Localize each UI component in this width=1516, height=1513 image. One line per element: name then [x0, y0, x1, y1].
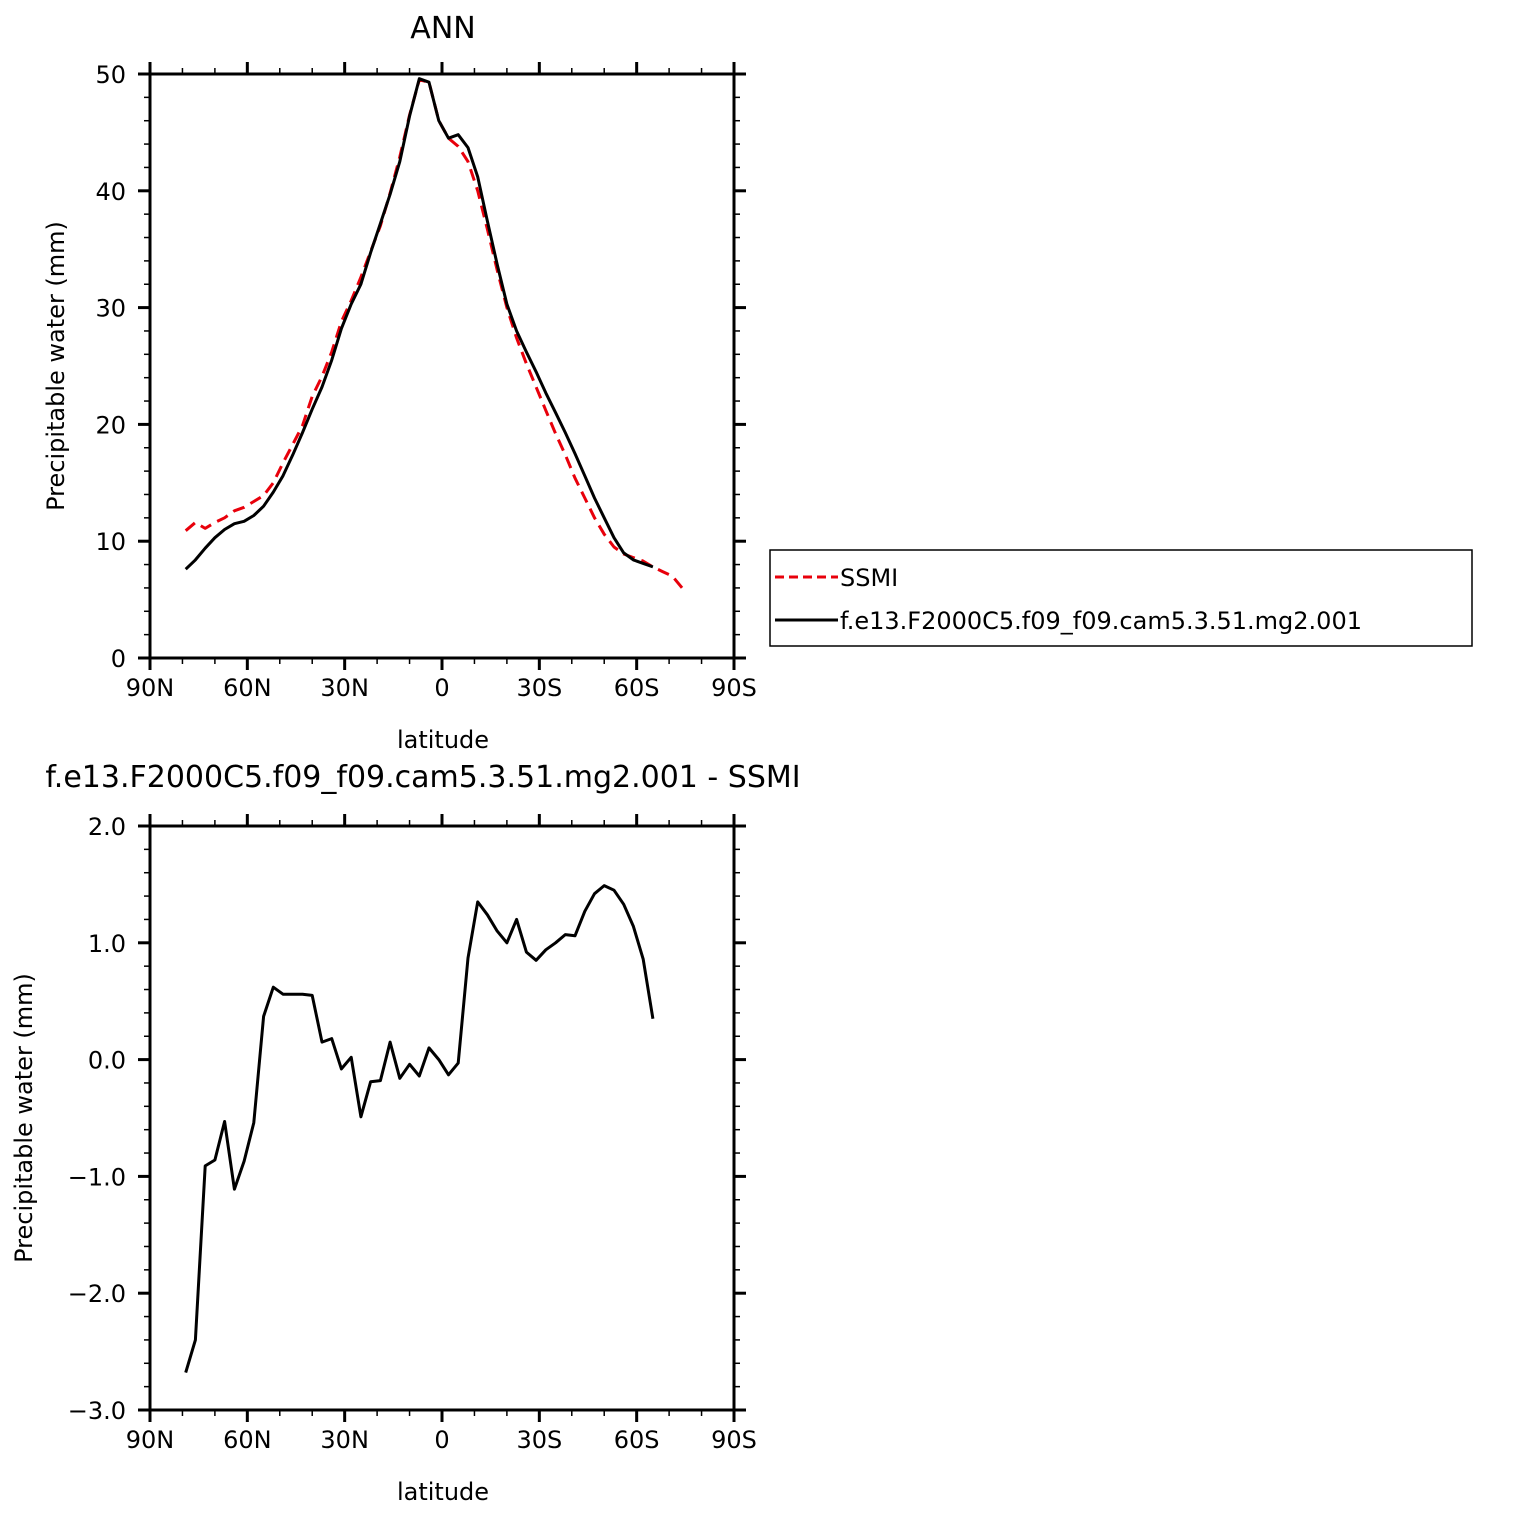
- x-tick-label: 60N: [223, 1426, 272, 1454]
- legend-label-model: f.e13.F2000C5.f09_f09.cam5.3.51.mg2.001: [840, 607, 1362, 635]
- x-tick-label: 30S: [516, 1426, 562, 1454]
- top-y-tick-labels: 0 10 20 30 40 50: [95, 61, 126, 673]
- bottom-x-tick-labels: 90N 60N 30N 0 30S 60S 90S: [126, 1426, 757, 1454]
- bottom-series-lines: [184, 884, 655, 1374]
- y-tick-label: 0: [111, 645, 126, 673]
- x-tick-label: 90S: [711, 674, 757, 702]
- y-tick-label: −1.0: [68, 1163, 126, 1191]
- bottom-chart-title: f.e13.F2000C5.f09_f09.cam5.3.51.mg2.001 …: [45, 760, 800, 795]
- top-series-lines: [184, 77, 684, 589]
- legend: SSMI f.e13.F2000C5.f09_f09.cam5.3.51.mg2…: [769, 549, 1473, 647]
- y-tick-label: 40: [95, 178, 126, 206]
- y-tick-label: 0.0: [88, 1047, 126, 1075]
- bottom-panel: f.e13.F2000C5.f09_f09.cam5.3.51.mg2.001 …: [10, 760, 801, 1506]
- top-panel: ANN 90N 60N 30N 0 30S 60S 90S 0 10 20 30 40 50 lati…: [42, 11, 1473, 754]
- x-tick-label: 0: [434, 674, 449, 702]
- top-series-line-model: [184, 77, 654, 571]
- y-tick-label: 50: [95, 61, 126, 89]
- top-tick-marks: [138, 62, 746, 670]
- x-tick-label: 60N: [223, 674, 272, 702]
- y-tick-label: 30: [95, 295, 126, 323]
- y-tick-label: −3.0: [68, 1397, 126, 1425]
- top-x-axis-title: latitude: [397, 726, 489, 754]
- top-chart-title: ANN: [410, 11, 475, 46]
- bottom-plot-frame: [148, 824, 736, 1412]
- x-tick-label: 90N: [126, 1426, 175, 1454]
- x-tick-label: 30S: [516, 674, 562, 702]
- legend-box: [769, 549, 1473, 647]
- bottom-y-tick-labels: 2.0 1.0 0.0 −1.0 −2.0 −3.0: [68, 813, 126, 1425]
- x-tick-label: 30N: [320, 1426, 369, 1454]
- x-tick-label: 90S: [711, 1426, 757, 1454]
- y-tick-label: 1.0: [88, 930, 126, 958]
- y-tick-label: 10: [95, 528, 126, 556]
- y-tick-label: 2.0: [88, 813, 126, 841]
- top-y-axis-title: Precipitable water (mm): [42, 221, 70, 511]
- y-tick-label: 20: [95, 411, 126, 439]
- x-tick-label: 60S: [614, 674, 660, 702]
- top-x-tick-labels: 90N 60N 30N 0 30S 60S 90S: [126, 674, 757, 702]
- top-series-line-ssmi: [184, 78, 684, 589]
- legend-label-ssmi: SSMI: [840, 564, 898, 592]
- x-tick-label: 0: [434, 1426, 449, 1454]
- x-tick-label: 90N: [126, 674, 175, 702]
- bottom-y-axis-title: Precipitable water (mm): [10, 973, 38, 1263]
- x-tick-label: 60S: [614, 1426, 660, 1454]
- bottom-series-line-difference: [184, 884, 655, 1374]
- y-tick-label: −2.0: [68, 1280, 126, 1308]
- bottom-x-axis-title: latitude: [397, 1478, 489, 1506]
- x-tick-label: 30N: [320, 674, 369, 702]
- bottom-tick-marks: [138, 814, 746, 1422]
- top-plot-frame: [148, 72, 736, 660]
